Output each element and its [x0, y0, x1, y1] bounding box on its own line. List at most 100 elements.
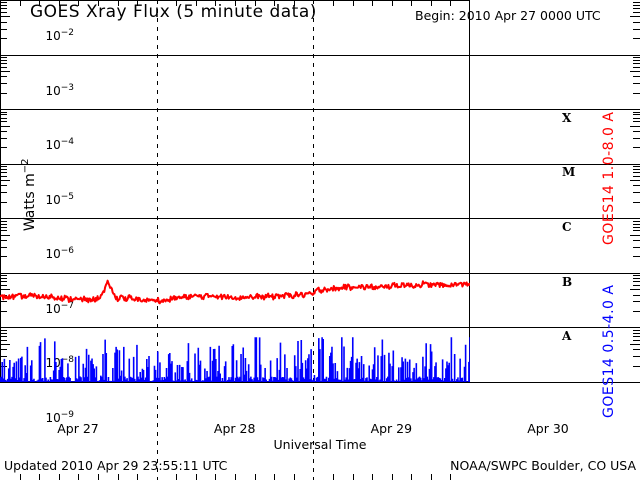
x-axis-minor-tick: [431, 474, 432, 480]
y-axis-minor-tick: [0, 311, 7, 312]
x-axis-minor-tick: [137, 0, 138, 6]
y-axis-minor-tick: [0, 230, 7, 231]
x-axis-minor-tick: [411, 0, 412, 6]
y-axis-minor-tick: [633, 76, 640, 77]
x-axis-minor-tick: [294, 0, 295, 6]
x-axis-minor-tick: [98, 474, 99, 480]
x-axis-minor-tick: [274, 0, 275, 6]
series-long-channel: [0, 279, 470, 305]
legend-short-channel: GOES14 0.5-4.0 A: [601, 284, 617, 418]
y-axis-minor-tick: [0, 176, 7, 177]
y-axis-minor-tick: [633, 185, 640, 186]
y-axis-minor-tick: [633, 93, 640, 94]
y-axis-minor-tick: [0, 340, 7, 341]
flare-class-label-b: B: [562, 274, 573, 289]
y-axis-minor-tick: [633, 224, 640, 225]
x-axis-minor-tick: [98, 0, 99, 6]
y-axis-minor-tick: [630, 344, 640, 345]
y-axis-minor-tick: [630, 16, 640, 17]
y-axis-minor-tick: [633, 121, 640, 122]
y-axis-minor-tick: [633, 138, 640, 139]
y-axis-tick-label: 10−4: [45, 137, 74, 153]
y-axis-minor-tick: [633, 230, 640, 231]
x-axis-minor-tick: [59, 474, 60, 480]
x-axis-minor-tick: [274, 474, 275, 480]
y-axis-minor-tick: [0, 192, 7, 193]
y-axis-minor-tick: [0, 169, 7, 170]
y-axis-minor-tick: [0, 29, 7, 30]
y-axis-minor-tick: [0, 301, 7, 302]
y-axis-minor-tick: [633, 172, 640, 173]
x-axis-minor-tick: [235, 474, 236, 480]
x-axis-minor-tick: [450, 0, 451, 6]
y-axis-minor-tick: [633, 166, 640, 167]
y-axis-minor-tick: [0, 180, 10, 181]
y-axis-minor-tick: [633, 366, 640, 367]
x-axis-minor-tick: [215, 0, 216, 6]
y-axis-minor-tick: [630, 235, 640, 236]
y-axis-minor-tick: [630, 71, 640, 72]
x-axis-tick-label: Apr 28: [213, 421, 256, 436]
y-axis-tick-label: 10−6: [45, 246, 74, 262]
y-axis-minor-tick: [0, 76, 7, 77]
y-axis-minor-tick: [633, 227, 640, 228]
x-axis-minor-tick: [411, 474, 412, 480]
x-axis-minor-tick: [176, 474, 177, 480]
y-axis-minor-tick: [0, 224, 7, 225]
y-axis-minor-tick: [0, 67, 7, 68]
y-axis-minor-tick: [633, 295, 640, 296]
updated-timestamp: Updated 2010 Apr 29 23:55:11 UTC: [4, 458, 228, 473]
y-axis-minor-tick: [0, 289, 10, 290]
x-axis-tick-label: Apr 29: [370, 421, 413, 436]
grid-line: [0, 273, 640, 274]
y-axis-minor-tick: [0, 240, 7, 241]
x-axis-minor-tick: [392, 0, 393, 6]
flare-class-label-c: C: [562, 220, 572, 234]
y-axis-minor-tick: [0, 285, 7, 286]
y-axis-minor-tick: [0, 112, 7, 113]
y-axis-minor-tick: [633, 5, 640, 6]
grid-line: [0, 164, 640, 165]
x-axis-minor-tick: [215, 474, 216, 480]
grid-line: [0, 218, 640, 219]
x-axis-title: Universal Time: [273, 437, 367, 452]
y-axis-minor-tick: [0, 2, 7, 3]
x-axis-minor-tick: [20, 474, 21, 480]
y-axis-minor-tick: [0, 349, 7, 350]
grid-line: [0, 327, 640, 328]
y-axis-tick-label: 10−3: [45, 82, 74, 98]
y-axis-minor-tick: [0, 333, 7, 334]
y-axis-tick-label: 10−5: [45, 191, 74, 207]
x-axis-minor-tick: [78, 474, 79, 480]
y-axis-tick-label: 10−2: [45, 28, 74, 43]
x-axis-minor-tick: [176, 0, 177, 6]
y-axis-minor-tick: [633, 311, 640, 312]
legend-long-channel: GOES14 1.0-8.0 A: [601, 111, 617, 245]
y-axis-minor-tick: [633, 301, 640, 302]
y-axis-minor-tick: [633, 247, 640, 248]
series-short-channel: [0, 337, 470, 382]
x-axis-minor-tick: [353, 0, 354, 6]
day-separator: [313, 0, 314, 480]
y-axis-minor-tick: [0, 121, 7, 122]
y-axis-minor-tick: [633, 221, 640, 222]
grid-line: [0, 55, 640, 56]
begin-time-label: Begin: 2010 Apr 27 0000 UTC: [415, 8, 601, 23]
y-axis-minor-tick: [0, 83, 7, 84]
y-axis-minor-tick: [0, 57, 7, 58]
y-axis-minor-tick: [633, 29, 640, 30]
x-axis-minor-tick: [431, 0, 432, 6]
y-axis-minor-tick: [630, 289, 640, 290]
y-axis-minor-tick: [633, 118, 640, 119]
y-axis-minor-tick: [0, 147, 7, 148]
y-axis-minor-tick: [0, 356, 7, 357]
long-channel-trace: [0, 279, 470, 305]
y-axis-minor-tick: [0, 63, 7, 64]
y-axis-minor-tick: [633, 57, 640, 58]
y-axis-minor-tick: [633, 83, 640, 84]
x-axis-minor-tick: [333, 474, 334, 480]
x-axis-minor-tick: [78, 0, 79, 6]
y-axis-minor-tick: [0, 131, 7, 132]
